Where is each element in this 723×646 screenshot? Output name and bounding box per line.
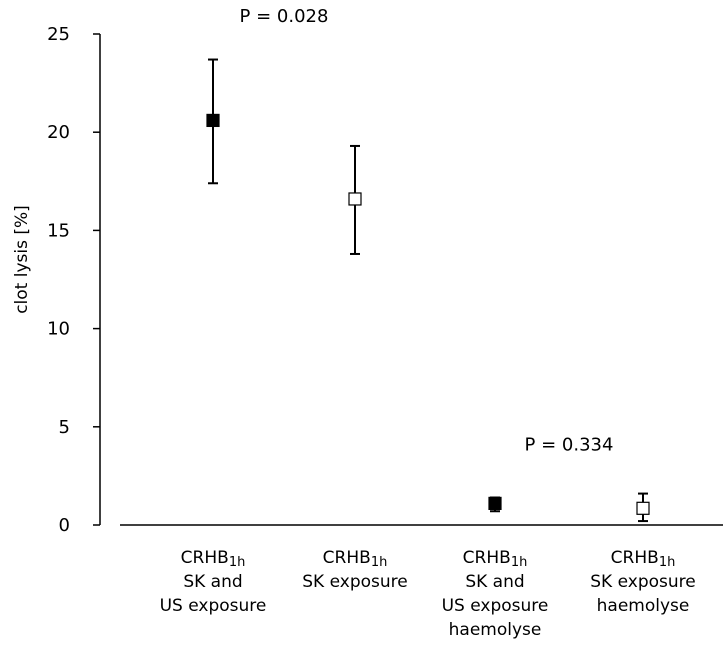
category-subscript-text: 1h: [229, 555, 246, 570]
axes: 0 5 10 15 20 25 clot lysis [%]: [12, 24, 723, 536]
data-point: [636, 501, 650, 515]
category-label-title: CRHB1h: [323, 548, 388, 570]
category-subscript-text: 1h: [659, 555, 676, 570]
category-label-title: CRHB1h: [611, 548, 676, 570]
y-tick-label: 20: [47, 122, 70, 143]
category-main-text: CRHB: [611, 548, 659, 568]
data-point: [488, 496, 502, 510]
category-subscript-text: 1h: [371, 555, 388, 570]
data-point: [206, 113, 220, 128]
p-value-annotation: P = 0.028: [240, 6, 329, 27]
y-tick-label: 15: [47, 220, 70, 241]
category-label-title: CRHB1h: [181, 548, 246, 570]
category-main-text: CRHB: [181, 548, 229, 568]
y-axis-title: clot lysis [%]: [12, 205, 32, 314]
category-label-line: haemolyse: [449, 620, 542, 640]
category-label-line: SK exposure: [302, 572, 407, 592]
category-main-text: CRHB: [323, 548, 371, 568]
category-label-line: US exposure: [442, 596, 549, 616]
annotations: P = 0.028 P = 0.334: [240, 6, 614, 455]
category-label-line: SK exposure: [590, 572, 695, 592]
category-label-title: CRHB1h: [463, 548, 528, 570]
category-label-line: haemolyse: [597, 596, 690, 616]
category-main-text: CRHB: [463, 548, 511, 568]
y-tick-label: 10: [47, 319, 70, 340]
y-tick-label: 5: [59, 417, 70, 438]
category-label-line: SK and: [183, 572, 242, 592]
data-marks: [206, 58, 650, 523]
category-label-line: US exposure: [160, 596, 267, 616]
y-tick-label: 25: [47, 24, 70, 45]
data-point: [348, 192, 362, 206]
p-value-annotation: P = 0.334: [525, 434, 614, 455]
y-tick-label: 0: [59, 515, 70, 536]
category-subscript-text: 1h: [511, 555, 528, 570]
category-label-line: SK and: [465, 572, 524, 592]
